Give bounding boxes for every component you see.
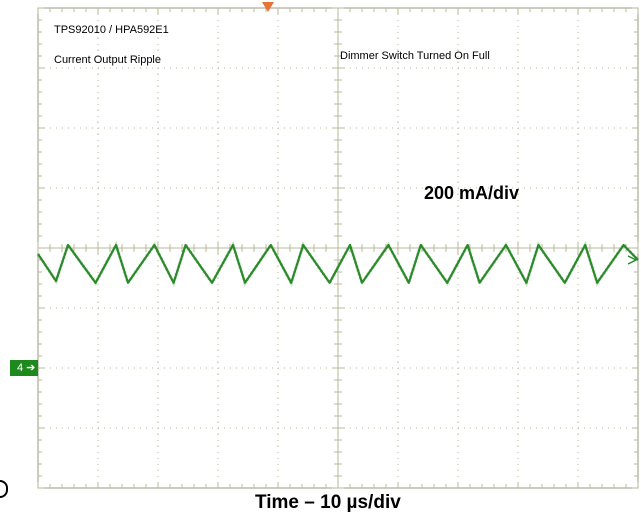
- chart-subtitle: Current Output Ripple: [54, 54, 161, 66]
- chart-title: TPS92010 / HPA592E1: [54, 24, 169, 36]
- arrow-right-icon: ➔: [23, 362, 36, 374]
- x-axis-label: Time – 10 µs/div: [255, 492, 401, 513]
- trace-end-arrow: [627, 255, 638, 265]
- channel-4-marker-label: 4: [17, 362, 24, 374]
- trigger-position-icon: [262, 2, 274, 12]
- waveform-trace: [36, 240, 640, 288]
- vertical-scale-label: 200 mA/div: [424, 183, 520, 203]
- series-line-fuzz: [36, 240, 640, 288]
- condition-annotation: Dimmer Switch Turned On Full: [340, 50, 490, 62]
- grid: [37, 7, 639, 489]
- series-line: [37, 243, 639, 284]
- channel-4-marker: 4 ➔: [10, 360, 38, 376]
